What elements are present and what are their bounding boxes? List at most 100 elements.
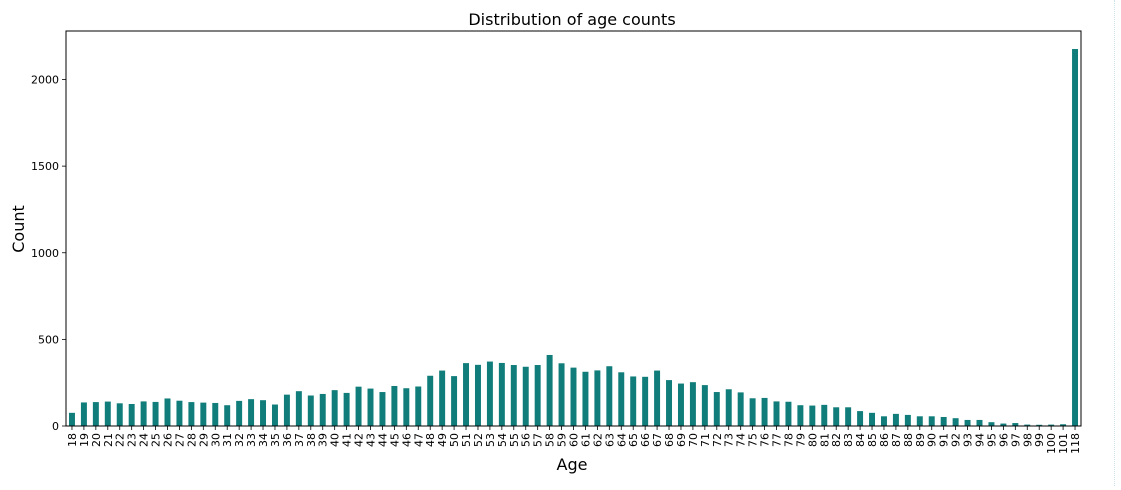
bar-age-76 (761, 397, 768, 426)
x-tick-label: 35 (269, 433, 282, 447)
x-tick-label: 68 (663, 433, 676, 447)
bar-age-94 (976, 419, 983, 426)
x-tick-label: 87 (890, 433, 903, 447)
bar-age-88 (904, 414, 911, 426)
x-tick-label: 63 (603, 433, 616, 447)
bar-age-42 (355, 386, 362, 426)
bar-age-97 (1012, 423, 1019, 426)
x-tick-label: 97 (1009, 433, 1022, 447)
x-tick-label: 73 (723, 433, 736, 447)
bar-age-54 (498, 362, 505, 426)
bar-age-47 (415, 386, 422, 426)
x-tick-label: 78 (782, 433, 795, 447)
bar-age-72 (713, 392, 720, 426)
plot-frame (65, 30, 1082, 427)
y-axis: 0 500 1000 1500 2000 (31, 74, 66, 433)
y-tick-label: 500 (38, 333, 59, 346)
chart-title: Distribution of age counts (468, 10, 675, 29)
bar-age-59 (558, 363, 565, 426)
x-tick-label: 99 (1033, 433, 1046, 447)
bar-age-45 (391, 385, 398, 426)
x-tick-label: 44 (376, 433, 389, 447)
x-tick-label: 24 (138, 433, 151, 447)
x-tick-label: 18 (66, 433, 79, 447)
bar-age-83 (845, 407, 852, 426)
x-tick-label: 46 (400, 433, 413, 447)
bar-age-57 (534, 365, 541, 426)
bar-age-71 (701, 385, 708, 426)
x-tick-label: 29 (197, 433, 210, 447)
x-tick-label: 53 (484, 433, 497, 447)
bar-age-78 (785, 401, 792, 426)
x-tick-label: 45 (388, 433, 401, 447)
bar-age-87 (892, 413, 899, 426)
bar-age-100 (1048, 424, 1055, 426)
x-tick-label: 34 (257, 433, 270, 447)
bar-age-43 (367, 388, 374, 426)
x-tick-label: 91 (938, 433, 951, 447)
x-tick-label: 49 (436, 433, 449, 447)
x-tick-label: 75 (747, 433, 760, 447)
bar-age-38 (307, 395, 314, 426)
x-tick-label: 37 (293, 433, 306, 447)
bar-age-51 (463, 363, 470, 426)
bar-age-48 (427, 375, 434, 426)
bar-age-25 (152, 401, 159, 426)
right-edge-divider (1114, 0, 1115, 486)
bar-age-56 (522, 366, 529, 426)
x-tick-label: 67 (651, 433, 664, 447)
x-tick-label: 61 (579, 433, 592, 447)
x-tick-label: 88 (902, 433, 915, 447)
x-tick-label: 19 (78, 433, 91, 447)
bar-age-32 (236, 400, 243, 426)
bar-age-24 (140, 401, 147, 426)
x-tick-label: 65 (627, 433, 640, 447)
bar-age-27 (176, 400, 183, 426)
bar-age-67 (654, 370, 661, 426)
x-tick-label: 60 (568, 433, 581, 447)
x-tick-label: 64 (615, 433, 628, 447)
y-tick-label: 1500 (31, 160, 59, 173)
bar-age-64 (618, 372, 625, 426)
x-tick-label: 50 (448, 433, 461, 447)
x-tick-label: 93 (962, 433, 975, 447)
bar-age-65 (630, 376, 637, 426)
bar-age-37 (295, 391, 302, 426)
x-tick-label: 84 (854, 433, 867, 447)
bar-age-31 (224, 405, 231, 426)
x-tick-label: 69 (675, 433, 688, 447)
bar-age-81 (821, 404, 828, 426)
x-tick-label: 42 (353, 433, 366, 447)
bar-age-92 (952, 418, 959, 426)
bar-age-74 (737, 392, 744, 426)
x-tick-label: 25 (150, 433, 163, 447)
x-tick-label: 48 (424, 433, 437, 447)
x-tick-label: 54 (496, 433, 509, 447)
bar-age-52 (474, 364, 481, 426)
bar-age-49 (439, 370, 446, 426)
x-tick-label: 92 (950, 433, 963, 447)
x-tick-label: 85 (866, 433, 879, 447)
x-tick-label: 33 (245, 433, 258, 447)
bar-age-79 (797, 405, 804, 426)
x-tick-label: 90 (926, 433, 939, 447)
x-tick-label: 40 (329, 433, 342, 447)
bar-age-60 (570, 367, 577, 426)
bar-age-21 (104, 401, 111, 426)
x-tick-label: 80 (806, 433, 819, 447)
x-tick-label: 101 (1057, 433, 1070, 454)
x-tick-label: 59 (556, 433, 569, 447)
bar-age-41 (343, 392, 350, 426)
bar-age-99 (1036, 424, 1043, 426)
x-tick-label: 100 (1045, 433, 1058, 454)
x-tick-label: 23 (126, 433, 139, 447)
x-tick-label: 81 (818, 433, 831, 447)
bar-age-30 (212, 402, 219, 426)
x-tick-label: 95 (985, 433, 998, 447)
x-tick-label: 38 (305, 433, 318, 447)
x-axis-label: Age (557, 455, 588, 474)
x-tick-label: 77 (771, 433, 784, 447)
x-tick-label: 57 (532, 433, 545, 447)
